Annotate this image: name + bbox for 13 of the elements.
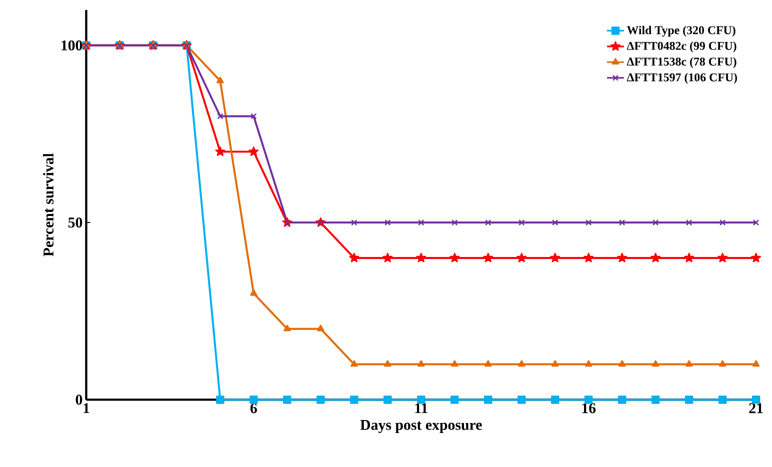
legend-label: ΔFTT0482c (99 CFU) <box>626 41 736 52</box>
legend-label: ΔFTT1538c (78 CFU) <box>626 57 736 68</box>
y-tick-label: 0 <box>76 394 82 404</box>
y-tick-label: 50 <box>68 217 82 228</box>
x-tick-label: 16 <box>582 402 596 413</box>
x-tick-label: 11 <box>415 402 428 413</box>
legend-label: Wild Type (320 CFU) <box>626 26 736 36</box>
x-tick-label: 21 <box>749 402 763 413</box>
x-tick-label: 6 <box>250 402 257 413</box>
x-axis-title: Days post exposure <box>360 420 482 433</box>
legend-label: ΔFTT1597 (106 CFU) <box>626 72 737 84</box>
y-axis-title: Percent survival <box>43 153 54 256</box>
x-tick-label: 1 <box>84 402 90 413</box>
